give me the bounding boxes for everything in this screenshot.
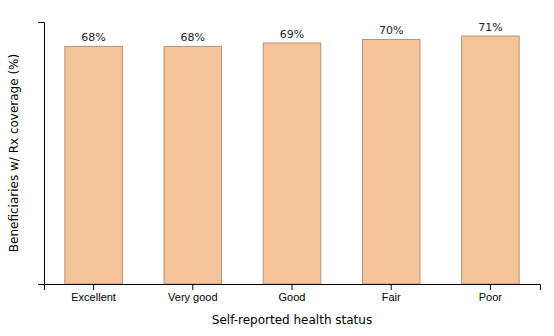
- x-tick: Poor: [479, 284, 503, 303]
- data-label: 69%: [280, 28, 304, 41]
- x-tick-mark: [391, 284, 392, 290]
- x-tick-label: Fair: [382, 291, 401, 303]
- x-tick-label: Very good: [168, 291, 218, 303]
- bar: [462, 36, 520, 284]
- x-tick: Excellent: [71, 284, 116, 303]
- bars: [65, 36, 519, 284]
- x-tick-label: Excellent: [71, 291, 116, 303]
- bar: [164, 46, 222, 284]
- x-tick: Very good: [168, 284, 218, 303]
- x-tick-mark: [93, 284, 94, 290]
- data-label: 68%: [181, 31, 205, 44]
- x-tick-mark: [292, 284, 293, 290]
- bar: [362, 39, 420, 284]
- data-label: 71%: [478, 21, 502, 34]
- bar: [263, 43, 321, 284]
- x-tick-mark: [192, 284, 193, 290]
- x-tick-mark: [490, 284, 491, 290]
- x-axis-line: [45, 285, 541, 291]
- x-tick: Good: [279, 284, 306, 303]
- x-axis: Excellent Very good Good Fair Poor: [45, 284, 541, 303]
- data-label: 68%: [81, 31, 105, 44]
- x-axis-title: Self-reported health status: [212, 313, 372, 327]
- x-tick-label: Good: [279, 291, 306, 303]
- x-tick: Fair: [382, 284, 401, 303]
- chart: Excellent Very good Good Fair Poor 68% 68% 69% 7…: [0, 0, 554, 336]
- bar: [65, 46, 123, 284]
- y-axis-title: Beneficiaries w/ Rx coverage (%): [7, 54, 21, 252]
- data-label: 70%: [379, 24, 403, 37]
- x-tick-label: Poor: [479, 291, 503, 303]
- y-axis: [38, 23, 45, 285]
- data-labels: 68% 68% 69% 70% 71%: [81, 21, 502, 44]
- plot: Excellent Very good Good Fair Poor 68% 68% 69% 7…: [38, 21, 541, 303]
- y-axis-line: [38, 23, 45, 285]
